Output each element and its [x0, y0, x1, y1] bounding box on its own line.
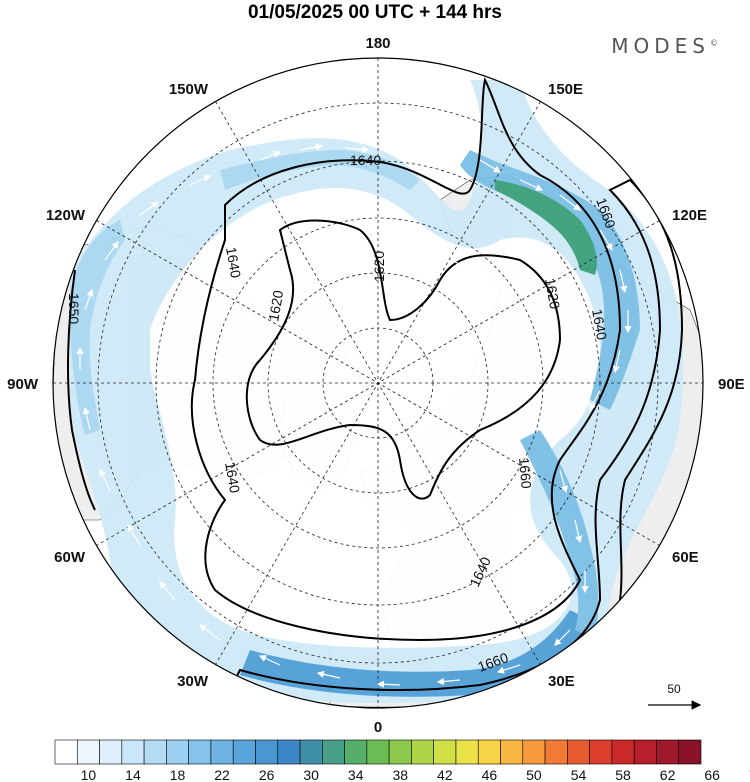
- colorbar-swatch: [477, 739, 501, 765]
- lon-label-120w: 120W: [46, 207, 86, 224]
- lon-label-90e: 90E: [718, 376, 745, 393]
- colorbar-tick-label: 46: [482, 767, 498, 782]
- wind-vectors: [76, 143, 632, 688]
- colorbar-swatch: [455, 739, 479, 765]
- map-title: 01/05/2025 00 UTC + 144 hrs: [247, 2, 503, 23]
- lon-label-30e: 30E: [548, 673, 575, 690]
- colorbar-tick-label: 54: [571, 767, 587, 782]
- colorbar-tick-label: 66: [704, 767, 720, 782]
- colorbar-tick-label: 18: [170, 767, 186, 782]
- colorbar-tick-label: 22: [214, 767, 230, 782]
- colorbar-tick-label: 50: [526, 767, 542, 782]
- colorbar-tick-label: 10: [81, 767, 97, 782]
- lon-label-0: 0: [374, 719, 382, 736]
- colorbar: 10 14 18 22 26 30 34 38 42 46 50 54 58 62 66 70: [54, 739, 750, 782]
- colorbar-swatch: [433, 739, 457, 765]
- jet-core-pacific: [460, 150, 640, 410]
- contour-label: 1640: [223, 246, 244, 280]
- colorbar-swatch: [322, 739, 345, 765]
- colorbar-swatch: [544, 739, 568, 765]
- brand-name: MODES: [611, 34, 710, 58]
- reference-vector: 50: [648, 682, 702, 710]
- jet-core-asia: [520, 430, 599, 640]
- colorbar-tick-label: 30: [303, 767, 319, 782]
- colorbar-swatch: [143, 739, 167, 765]
- colorbar-swatch: [678, 739, 702, 765]
- reference-vector-label: 50: [667, 682, 681, 696]
- brand-mark: ©: [710, 38, 718, 48]
- colorbar-swatch: [255, 739, 279, 765]
- colorbar-swatch: [388, 739, 412, 765]
- lon-label-180: 180: [365, 35, 390, 52]
- lon-label-30w: 30W: [177, 673, 209, 690]
- colorbar-tick-label: 14: [125, 767, 141, 782]
- jet-core-america: [69, 220, 125, 435]
- contour-label: 1650: [66, 293, 82, 324]
- lon-label-150w: 150W: [169, 81, 209, 98]
- colorbar-swatch: [589, 739, 613, 765]
- jet-core-green: [495, 180, 597, 275]
- jet-core-westpac: [220, 150, 420, 190]
- lon-label-60w: 60W: [54, 549, 86, 566]
- lon-label-120e: 120E: [672, 207, 707, 224]
- colorbar-swatch: [567, 739, 590, 765]
- contour-label: 1640: [589, 308, 610, 342]
- contour-label: 1640: [350, 152, 381, 168]
- colorbar-swatch: [522, 739, 546, 765]
- lon-label-150e: 150E: [548, 81, 583, 98]
- jet-band-inner-ring: [150, 187, 600, 648]
- colorbar-swatch: [121, 739, 145, 765]
- jet-stream-shading: [69, 80, 684, 703]
- contour-label: 1660: [516, 457, 535, 490]
- contour-1640-ring: [190, 77, 622, 642]
- colorbar-tick-label: 26: [259, 767, 275, 782]
- graticule: [53, 58, 703, 708]
- lon-label-90w: 90W: [7, 376, 39, 393]
- contour-label: 1620: [265, 289, 286, 323]
- colorbar-swatch: [500, 739, 524, 765]
- contour-label: 1640: [222, 461, 243, 495]
- contour-label: 1620: [542, 277, 563, 311]
- colorbar-tick-label: 34: [348, 767, 364, 782]
- colorbar-swatch: [188, 739, 212, 765]
- contour-1650-west: [67, 269, 96, 511]
- colorbar-swatch: [366, 739, 390, 765]
- colorbar-tick-label: 70: [749, 767, 750, 782]
- map-boundary: [52, 57, 704, 709]
- colorbar-tick-label: 42: [437, 767, 453, 782]
- colorbar-swatch: [299, 739, 323, 765]
- map-disc: 1640 1640 1640 1620 1620 1620 1650 1660 …: [53, 58, 703, 708]
- longitude-labels: 180 0 90W 90E 150W 120W 60W 30W 150E 120…: [7, 35, 745, 736]
- colorbar-swatch: [344, 739, 368, 765]
- colorbar-tick-label: 62: [660, 767, 676, 782]
- colorbar-swatch: [277, 739, 301, 765]
- colorbar-swatch: [611, 739, 635, 765]
- colorbar-tick-label: 58: [615, 767, 631, 782]
- colorbar-swatch: [166, 739, 189, 765]
- colorbar-swatch: [99, 739, 123, 765]
- colorbar-swatch: [633, 739, 657, 765]
- contour-label: 1620: [371, 251, 387, 282]
- brand-logo: MODES©: [611, 34, 718, 58]
- colorbar-swatch: [210, 739, 234, 765]
- contour-1620-ring: [245, 219, 562, 500]
- colorbar-swatch: [232, 739, 256, 765]
- lon-label-60e: 60E: [672, 549, 699, 566]
- colorbar-tick-label: 38: [392, 767, 408, 782]
- colorbar-swatch: [54, 739, 78, 765]
- colorbar-swatch: [76, 739, 100, 765]
- colorbar-swatch: [656, 739, 680, 765]
- colorbar-swatch: [411, 739, 434, 765]
